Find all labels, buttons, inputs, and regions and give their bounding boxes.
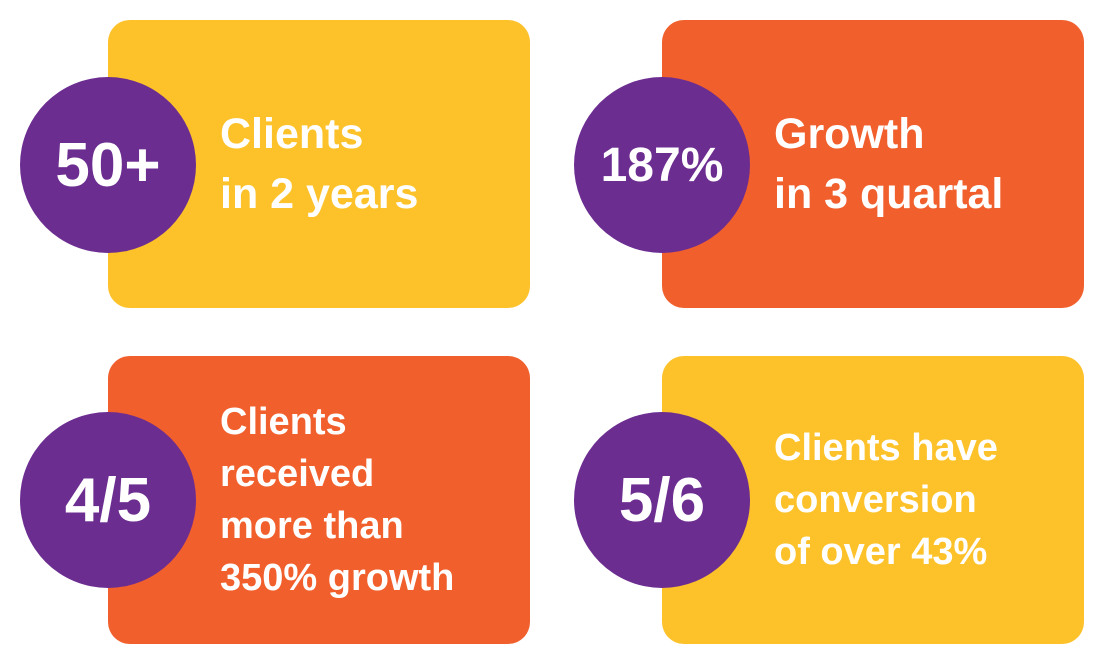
text-line: more than <box>220 505 404 547</box>
text-line: conversion <box>774 479 977 521</box>
stat-circle: 50+ <box>20 77 196 253</box>
text-line: in 3 quartal <box>774 170 1004 218</box>
card-text: Growth in 3 quartal <box>774 20 1074 308</box>
text-line: Clients <box>220 110 364 158</box>
stat-circle: 4/5 <box>20 412 196 588</box>
text-line: received <box>220 453 375 495</box>
stat-card: Clients received more than 350% growth <box>108 356 530 644</box>
text-line: in 2 years <box>220 170 419 218</box>
card-text: Clients have conversion of over 43% <box>774 356 1074 644</box>
stat-card: Growth in 3 quartal <box>662 20 1084 308</box>
stat-circle: 5/6 <box>574 412 750 588</box>
text-line: 350% growth <box>220 557 455 599</box>
card-text: Clients in 2 years <box>220 20 520 308</box>
text-line: Clients have <box>774 427 998 469</box>
text-line: of over 43% <box>774 531 988 573</box>
card-text: Clients received more than 350% growth <box>220 356 520 644</box>
text-line: Growth <box>774 110 925 158</box>
stat-circle: 187% <box>574 77 750 253</box>
text-line: Clients <box>220 401 347 443</box>
